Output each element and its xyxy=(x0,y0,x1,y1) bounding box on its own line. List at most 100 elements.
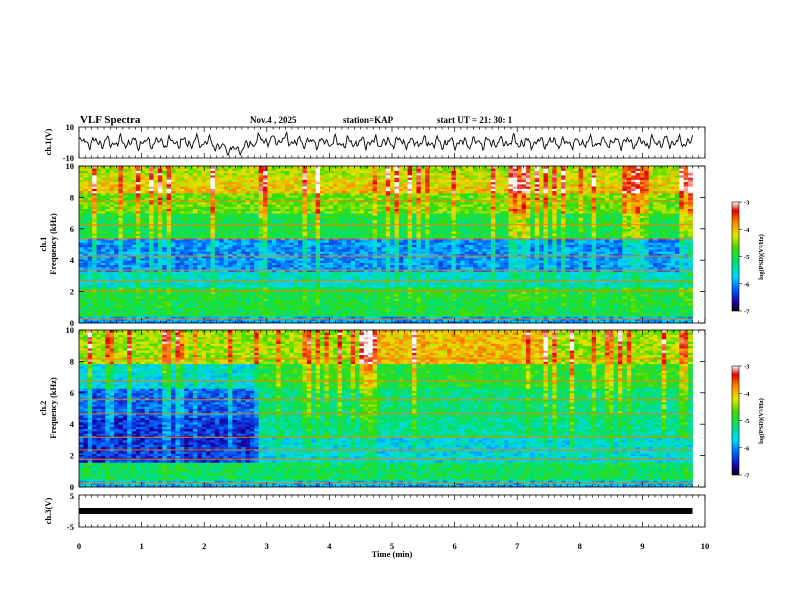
spec1-cell xyxy=(666,262,671,266)
spec1-cell xyxy=(661,264,667,268)
spec1-cell xyxy=(512,282,518,286)
spec1-cell xyxy=(657,320,663,324)
spec1-cell xyxy=(525,305,531,308)
spec1-cell xyxy=(587,257,593,261)
spec1-cell xyxy=(245,300,251,304)
spec1-cell xyxy=(578,302,584,306)
spec1-cell xyxy=(241,262,246,266)
spec1-cell xyxy=(626,282,632,286)
spec1-cell xyxy=(530,255,536,259)
spec1-cell xyxy=(166,262,172,266)
spec1-cell xyxy=(639,251,645,254)
spec1-cell xyxy=(311,300,317,304)
spec1-cell xyxy=(166,255,172,259)
spec1-cell xyxy=(122,271,128,275)
spec1-cell xyxy=(543,300,549,304)
spec1-cell xyxy=(552,314,558,317)
spec1-cell xyxy=(337,246,343,250)
spec1-cell xyxy=(324,278,330,281)
spec1-cell xyxy=(666,298,671,301)
spec1-cell xyxy=(622,309,628,313)
spec1-cell xyxy=(363,273,369,277)
spec1-cell xyxy=(482,248,487,252)
spec1-cell xyxy=(596,257,601,261)
spec1-cell xyxy=(644,255,650,259)
spec1-cell xyxy=(438,314,444,317)
spec1-cell xyxy=(328,264,334,268)
spec1-cell xyxy=(390,282,395,286)
spec1-cell xyxy=(96,298,102,301)
spec1-cell xyxy=(390,255,395,259)
spec1-cell xyxy=(398,257,404,261)
spec1-cell xyxy=(552,298,558,301)
spec1-cell xyxy=(372,273,378,277)
spec1-cell xyxy=(87,275,93,279)
spec1-cell xyxy=(263,271,268,275)
spec1-cell xyxy=(477,296,483,299)
spec1-cell xyxy=(521,284,527,288)
spec1-cell xyxy=(609,293,614,297)
spec1-cell xyxy=(412,300,417,304)
spec1-cell xyxy=(83,307,89,310)
spec1-cell xyxy=(267,287,273,290)
spec1-cell xyxy=(556,248,562,252)
spec1-cell xyxy=(670,251,676,254)
spec1-cell xyxy=(674,282,680,286)
spec1-cell xyxy=(118,314,124,317)
spec1-cell xyxy=(271,266,277,270)
spec1-cell xyxy=(631,266,636,270)
spec1-cell xyxy=(368,307,373,310)
spec1-cell xyxy=(249,311,255,315)
spec1-cell xyxy=(293,302,299,306)
spec1-cell xyxy=(350,298,356,301)
spec1-cell xyxy=(83,255,89,259)
spec1-cell xyxy=(622,296,628,299)
spec1-cell xyxy=(451,273,457,277)
spec1-cell xyxy=(451,318,457,322)
spec1-cell xyxy=(582,257,588,261)
spec1-cell xyxy=(433,302,439,306)
spec1-cell xyxy=(403,298,409,301)
spec1-cell xyxy=(447,284,452,288)
spec1-cell xyxy=(398,320,404,324)
spec1-cell xyxy=(525,260,531,263)
spec1-cell xyxy=(517,287,522,290)
spec1-cell xyxy=(490,257,496,261)
spec1-cell xyxy=(241,284,246,288)
spec1-cell xyxy=(565,293,571,297)
spec1-cell xyxy=(83,298,89,301)
spec1-cell xyxy=(429,314,435,317)
spec1-cell xyxy=(276,311,281,315)
spec1-cell xyxy=(153,298,159,301)
spec1-cell xyxy=(490,291,496,295)
spec1-cell xyxy=(688,282,693,286)
spec1-cell xyxy=(276,257,281,261)
spec1-cell xyxy=(175,278,181,281)
spec1-cell xyxy=(512,287,518,290)
spec1-cell xyxy=(302,316,308,319)
spec1-cell xyxy=(512,273,518,277)
spec1-cell xyxy=(412,260,417,263)
ch1-waveform-line xyxy=(78,131,693,157)
spec1-cell xyxy=(306,316,312,319)
spec1-cell xyxy=(460,244,466,248)
spec1-cell xyxy=(648,273,654,277)
spec1-cell xyxy=(175,302,181,306)
spec1-cell xyxy=(263,298,268,301)
spec1-cell xyxy=(245,293,251,297)
spec1-cell xyxy=(394,296,400,299)
spec1-cell xyxy=(530,284,536,288)
spec1-cell xyxy=(298,255,303,259)
spec1-cell xyxy=(149,278,154,281)
spec1-cell xyxy=(105,257,111,261)
spec1-cell xyxy=(376,298,382,301)
spec1-cell xyxy=(236,284,242,288)
spec1-cell xyxy=(363,251,369,254)
spec1-cell xyxy=(425,251,430,254)
spec1-cell xyxy=(561,264,566,268)
spec1-cell xyxy=(298,244,303,248)
spec1-cell xyxy=(337,275,343,279)
spec1-cell xyxy=(100,275,106,279)
spec1-cell xyxy=(504,287,509,290)
spec1-cell xyxy=(333,242,338,245)
